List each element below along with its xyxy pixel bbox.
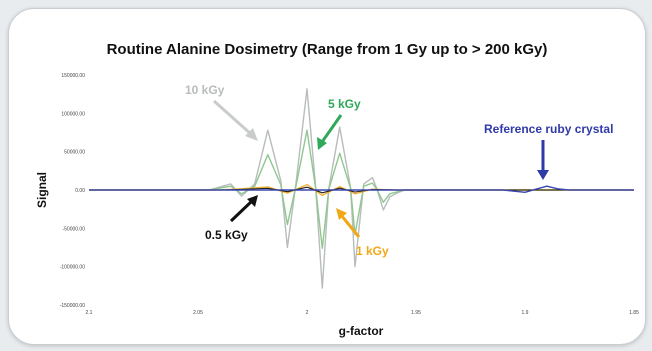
arrow-1kgy — [339, 214, 361, 238]
arrow-05kgy — [229, 199, 254, 223]
annotation-ruby: Reference ruby crystal — [484, 122, 613, 136]
y-tick-labels: 150000.00 100000.00 50000.00 0.00 -50000.00 -… — [60, 73, 86, 309]
annotation-1kgy: 1 kGy — [356, 244, 389, 258]
x-tick-label: 2.1 — [86, 310, 93, 316]
series-line-s5 — [89, 129, 634, 249]
arrow-5kgy-head — [317, 137, 327, 150]
chart-card: Routine Alanine Dosimetry (Range from 1 … — [8, 8, 646, 345]
y-tick-label: 0.00 — [75, 188, 85, 194]
y-tick-label: 50000.00 — [64, 150, 85, 156]
chart-svg: Routine Alanine Dosimetry (Range from 1 … — [35, 41, 640, 338]
annotation-05kgy: 0.5 kGy — [205, 228, 248, 242]
x-tick-label: 2.05 — [193, 310, 203, 316]
y-tick-label: 100000.00 — [61, 111, 85, 117]
arrow-05kgy-head — [247, 195, 258, 207]
x-tick-label: 1.9 — [522, 310, 529, 316]
y-tick-label: -100000.00 — [60, 265, 86, 271]
arrow-ruby-head — [537, 170, 549, 180]
annotation-5kgy: 5 kGy — [328, 97, 361, 111]
x-tick-label: 2 — [306, 310, 309, 316]
annotation-10kgy: 10 kGy — [185, 83, 225, 97]
y-tick-label: 150000.00 — [61, 73, 85, 79]
chart-title: Routine Alanine Dosimetry (Range from 1 … — [107, 41, 548, 58]
arrow-1kgy-head — [336, 208, 347, 220]
y-axis-label: Signal — [35, 172, 49, 208]
x-tick-label: 1.85 — [629, 310, 639, 316]
x-tick-labels: 2.1 2.05 2 1.95 1.9 1.85 — [86, 310, 640, 316]
arrow-10kgy — [212, 99, 254, 137]
y-tick-label: -150000.00 — [60, 303, 86, 309]
series-line-ruby — [89, 185, 634, 193]
series-layer — [89, 88, 634, 289]
arrow-10kgy-head — [245, 128, 258, 141]
arrow-5kgy — [320, 114, 343, 143]
x-axis-label: g-factor — [339, 324, 384, 338]
y-tick-label: -50000.00 — [62, 226, 85, 232]
series-line-s10 — [89, 88, 634, 289]
x-tick-label: 1.95 — [411, 310, 421, 316]
